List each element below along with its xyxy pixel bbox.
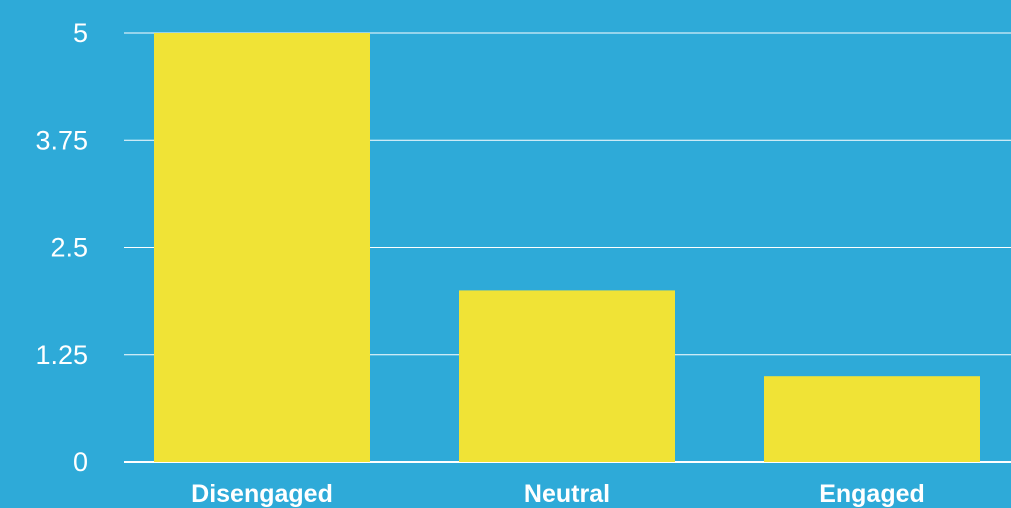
- x-tick-label: Neutral: [524, 480, 610, 508]
- y-tick-label: 3.75: [35, 125, 88, 155]
- bar-neutral: [459, 290, 675, 462]
- y-tick-label: 5: [73, 18, 88, 48]
- y-axis-tick-labels: 0 1.25 2.5 3.75 5: [35, 18, 88, 477]
- bar-disengaged: [154, 33, 370, 462]
- bar-engaged: [764, 376, 980, 462]
- x-tick-label: Disengaged: [191, 480, 333, 508]
- bars: [154, 33, 980, 462]
- y-tick-label: 2.5: [50, 233, 88, 263]
- y-tick-label: 1.25: [35, 340, 88, 370]
- x-axis-tick-labels: Disengaged Neutral Engaged: [191, 480, 925, 508]
- y-tick-label: 0: [73, 447, 88, 477]
- x-tick-label: Engaged: [819, 480, 925, 508]
